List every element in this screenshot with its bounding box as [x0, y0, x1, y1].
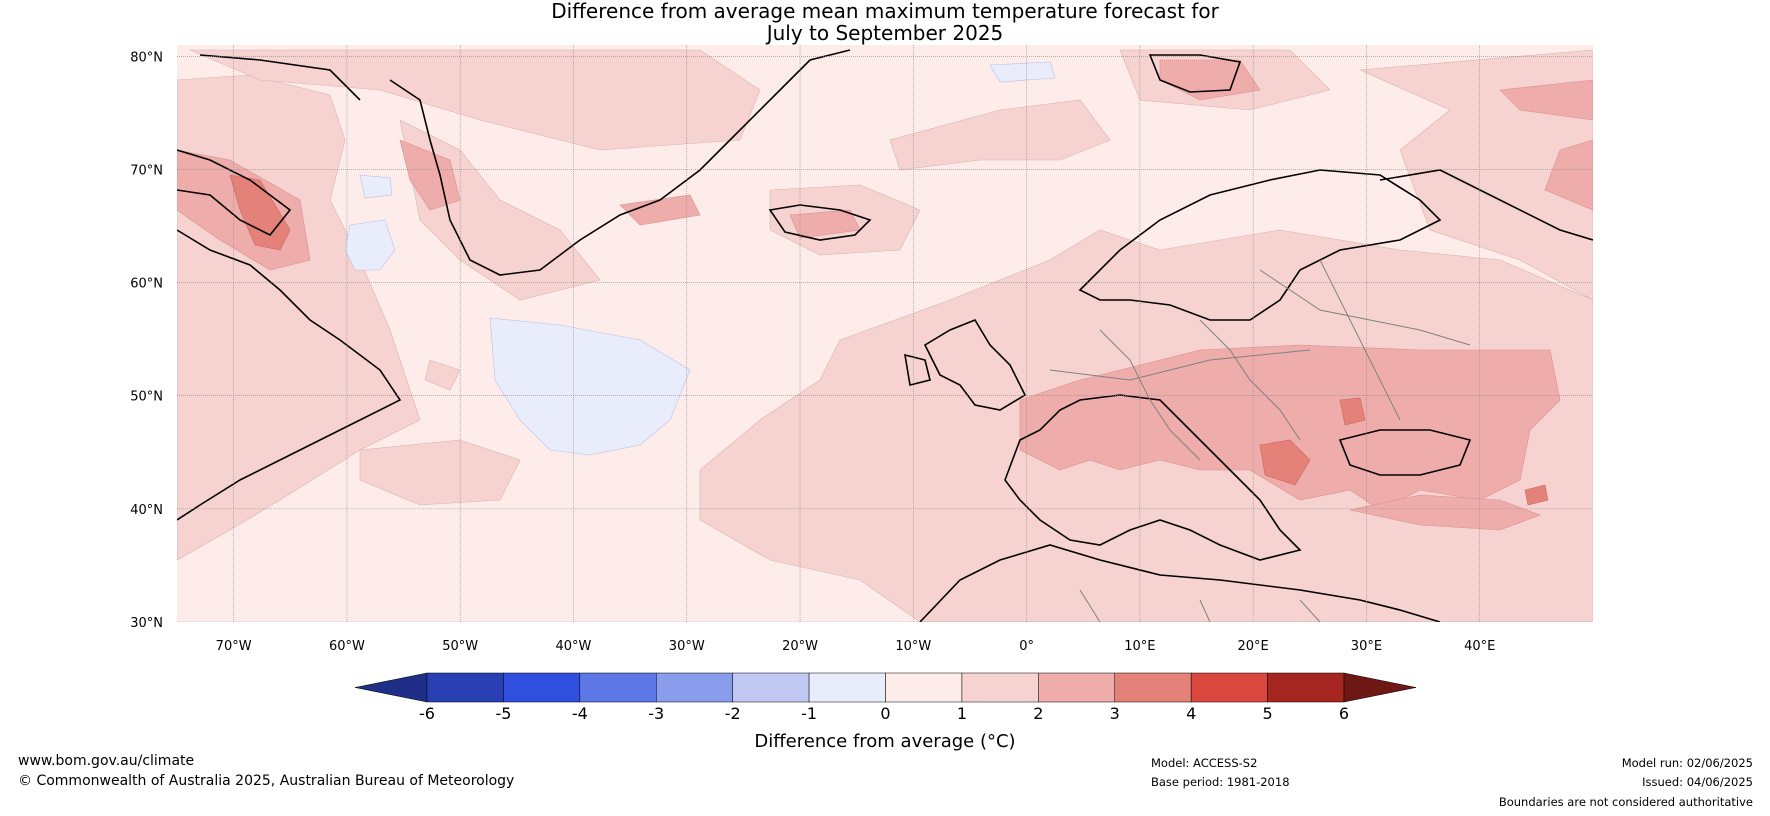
- anomaly-band-atlantic-ridge: [889, 99, 1111, 171]
- gridlines: [177, 45, 1593, 622]
- colorbar-tick-label: -1: [801, 704, 817, 723]
- lat-tick-label: 30°N: [130, 616, 163, 631]
- anomaly-band-neg1-0: [344, 61, 1056, 456]
- anomaly-band-arctic: [1359, 49, 1593, 301]
- footer-copyright: © Commonwealth of Australia 2025, Austra…: [18, 773, 515, 789]
- anomaly-band-1-2: [177, 49, 1593, 622]
- lon-tick-label: 20°E: [1238, 639, 1269, 654]
- coastline-scandinavia: [1078, 169, 1442, 321]
- coastline-black-sea: [1338, 429, 1472, 476]
- colorbar-block: [503, 672, 581, 703]
- colorbar-tick-label: 5: [1262, 704, 1272, 723]
- lat-tick-label: 40°N: [130, 503, 163, 518]
- colorbar-tick-label: -5: [495, 704, 511, 723]
- anomaly-band-turkey: [1349, 494, 1541, 531]
- colorbar-block: [1114, 672, 1192, 703]
- footer-model-run: Model run: 02/06/2025: [1621, 756, 1753, 770]
- colorbar-block: [961, 672, 1039, 703]
- footer-disclaimer: Boundaries are not considered authoritat…: [1498, 795, 1753, 809]
- colorbar-tick-label: -2: [725, 704, 741, 723]
- coastline-british-isles: [904, 319, 1027, 411]
- lon-tick-label: 50°W: [442, 639, 478, 654]
- map-title-line-2: July to September 2025: [766, 21, 1004, 45]
- colorbar-tick-label: 0: [880, 704, 890, 723]
- lon-tick-label: 30°W: [669, 639, 705, 654]
- anomaly-band-baffin: [229, 174, 291, 251]
- border-europe-3: [1199, 319, 1301, 441]
- border-europe-5: [1259, 269, 1471, 346]
- colorbar-block: [426, 672, 504, 703]
- colorbar: -6 -5 -4 -3 -2 -1 0 1 2 3 4 5 6: [354, 672, 1417, 723]
- anomaly-band-3-4: [229, 174, 1549, 506]
- lon-tick-label: 40°W: [556, 639, 592, 654]
- lon-tick-label: 10°W: [895, 639, 931, 654]
- lat-tick-label: 50°N: [130, 390, 163, 405]
- lon-tick-label: 0°: [1019, 639, 1034, 654]
- colorbar-tick-label: -3: [648, 704, 664, 723]
- colorbar-tick-label: 4: [1186, 704, 1196, 723]
- colorbar-block: [579, 672, 657, 703]
- anomaly-band-ural: [1544, 139, 1593, 211]
- lon-tick-label: 70°W: [216, 639, 252, 654]
- lon-tick-label: 30°E: [1351, 639, 1382, 654]
- anomaly-band-north-atlantic: [189, 49, 761, 151]
- colorbar-tick-label: 6: [1339, 704, 1349, 723]
- border-europe-1: [1049, 349, 1311, 381]
- footer-website: www.bom.gov.au/climate: [18, 753, 195, 769]
- anomaly-band-greenland-west: [399, 139, 461, 211]
- colorbar-block: [808, 672, 886, 703]
- coastline-svalbard: [1148, 54, 1242, 93]
- lon-tick-label: 40°E: [1464, 639, 1495, 654]
- colorbar-tick-label: -4: [572, 704, 588, 723]
- colorbar-block: [885, 672, 963, 703]
- colorbar-block: [1267, 672, 1345, 703]
- coastline-iceland: [768, 204, 872, 241]
- coastline-canada: [177, 54, 402, 521]
- lon-tick-label: 60°W: [329, 639, 365, 654]
- border-europe-4: [1319, 259, 1401, 421]
- country-borders: [1049, 259, 1471, 622]
- anomaly-band-labrador-sea: [489, 317, 691, 456]
- colorbar-extend-low: [354, 672, 428, 703]
- colorbar-tick-label: -6: [419, 704, 435, 723]
- anomaly-band-caucasus: [1524, 484, 1549, 506]
- colorbar-block: [656, 672, 733, 703]
- footer-model: Model: ACCESS-S2: [1151, 756, 1258, 770]
- anomaly-band-davis-strait: [344, 219, 396, 271]
- colorbar-block: [1038, 672, 1116, 703]
- colorbar-block: [1190, 672, 1268, 703]
- anomaly-band-balkans: [1259, 439, 1311, 486]
- colorbar-label: Difference from average (°C): [754, 731, 1015, 752]
- colorbar-tick-label: 3: [1110, 704, 1120, 723]
- anomaly-band-greenland-sea: [989, 61, 1056, 83]
- lat-tick-label: 60°N: [130, 277, 163, 292]
- border-africa: [1079, 589, 1321, 622]
- colorbar-tick-label: 2: [1033, 704, 1043, 723]
- colorbar-block: [732, 672, 810, 703]
- coastlines: [177, 49, 1593, 622]
- latitude-labels: 80°N 70°N 60°N 50°N 40°N 30°N: [130, 50, 163, 631]
- anomaly-band-carpathians: [1339, 397, 1366, 426]
- anomaly-band-azores: [424, 359, 461, 391]
- anomaly-band-baffin-bay: [359, 174, 393, 199]
- lat-tick-label: 80°N: [130, 50, 163, 65]
- coastline-greenland: [389, 49, 851, 276]
- anomaly-band-denmark-strait: [619, 194, 701, 226]
- border-europe-2: [1099, 329, 1201, 461]
- coastline-europe: [1004, 394, 1302, 561]
- coastline-russia-arctic: [1379, 169, 1593, 241]
- coastline-africa: [919, 544, 1441, 622]
- colorbar-tick-label: 1: [957, 704, 967, 723]
- lat-tick-label: 70°N: [130, 163, 163, 178]
- longitude-labels: 70°W 60°W 50°W 40°W 30°W 20°W 10°W 0° 10°E 20°E 30…: [216, 639, 1496, 654]
- map-title-line-1: Difference from average mean maximum tem…: [551, 0, 1219, 23]
- colorbar-extend-high: [1343, 672, 1417, 703]
- anomaly-band-barents: [1499, 79, 1593, 121]
- lon-tick-label: 10°E: [1124, 639, 1155, 654]
- map-area: [177, 45, 1593, 622]
- footer-base-period: Base period: 1981-2018: [1151, 775, 1290, 789]
- footer-issued: Issued: 04/06/2025: [1642, 775, 1753, 789]
- lon-tick-label: 20°W: [782, 639, 818, 654]
